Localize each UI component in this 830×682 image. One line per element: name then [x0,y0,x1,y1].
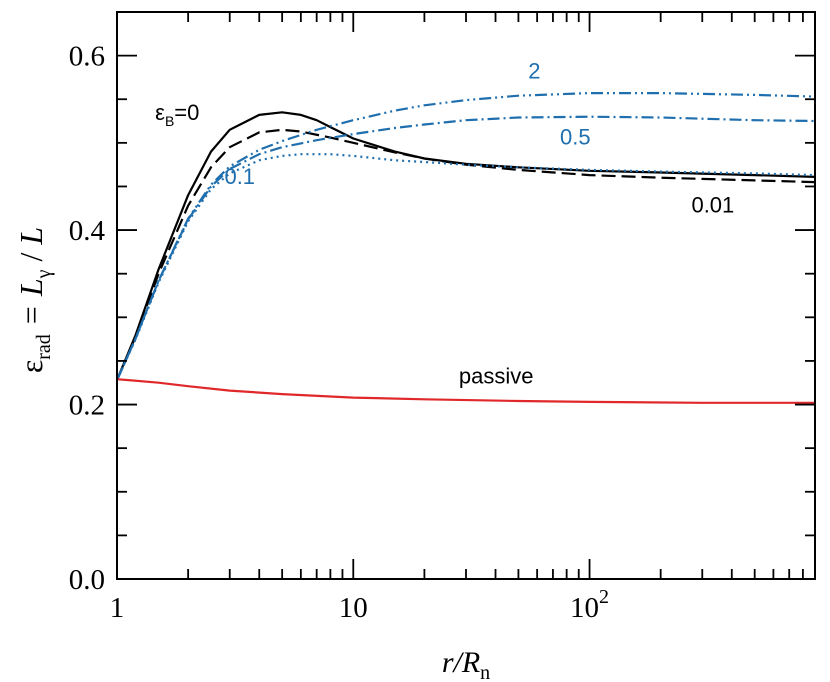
curve-annotation: 2 [528,58,540,83]
tick-label-layer: 0.0 0.2 0.4 0.6 1 10 102 [69,41,609,624]
y-tick-label: 0.2 [69,390,105,422]
x-tick-label: 10 [339,592,368,624]
y-tick-label: 0.4 [69,215,106,247]
y-axis-label-slash: / [13,253,49,262]
curve-annotation: 0.5 [560,125,591,150]
curve-annotation: εB=0 [155,100,199,129]
tick-layer [116,12,816,580]
x-tick-label: 1 [110,592,125,624]
series-line-3 [115,115,816,381]
x-axis-label-main: r/R [442,646,480,679]
series-line-0 [115,111,816,381]
x-axis-label: r/Rn [442,646,490,682]
y-axis-label-eps-sub: rad [33,334,55,360]
y-axis-label-eq: = [13,306,49,324]
series-line-4 [115,92,816,381]
y-axis-label-eps: ε [13,360,49,373]
y-tick-label: 0.0 [69,564,105,596]
curve-annotation: passive [459,364,534,389]
series-line-2 [115,153,816,381]
annotation-layer: εB=0 2 0.5 0.1 0.01 passive [155,58,734,388]
curve-annotation: 0.01 [691,193,734,218]
x-tick-label: 102 [570,586,609,624]
y-axis-label: εrad = Lγ / L [13,227,55,373]
series-line-1 [115,128,816,381]
plot-frame [116,11,816,580]
series-line-5 [116,378,815,404]
y-axis-label-gamma-sub: γ [33,269,55,279]
series-layer [115,92,816,404]
y-axis-label-l2: L [13,227,49,246]
x-axis-label-sub: n [480,662,490,682]
y-axis-label-l1: L [13,278,49,297]
curve-annotation: 0.1 [224,164,255,189]
y-tick-label: 0.6 [69,41,105,73]
